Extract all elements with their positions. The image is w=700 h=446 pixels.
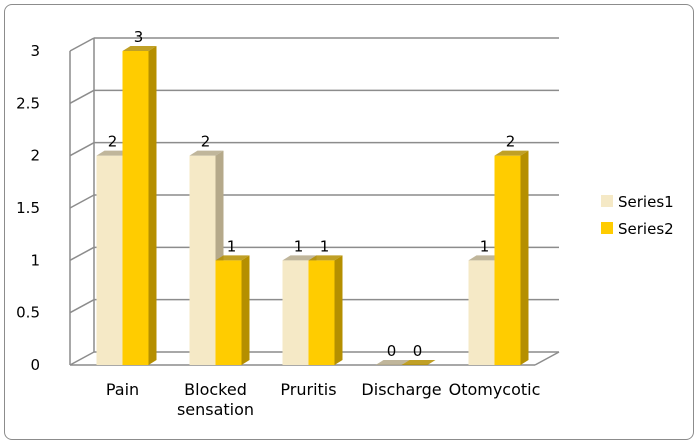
- bar-front: [282, 260, 309, 365]
- bar-front: [468, 260, 495, 365]
- bar-top: [494, 150, 529, 156]
- data-label: 0: [413, 342, 423, 360]
- x-tick-label: Pain: [106, 380, 139, 399]
- data-label: 2: [201, 133, 211, 151]
- bar-front: [215, 260, 242, 365]
- bar-side: [334, 255, 343, 365]
- y-tick-label: 2: [30, 147, 40, 165]
- legend: Series1 Series2: [601, 193, 674, 238]
- bar-top: [308, 255, 343, 261]
- legend-swatch: [601, 222, 613, 234]
- bar-top: [215, 255, 250, 261]
- legend-label: Series2: [618, 220, 674, 238]
- gridline-depth: [69, 89, 95, 104]
- bar-front: [494, 155, 521, 365]
- bar-front: [96, 155, 123, 365]
- gridline-depth: [69, 194, 95, 209]
- gridline-depth: [69, 246, 95, 261]
- bar-front: [308, 260, 335, 365]
- bar-front: [122, 51, 149, 365]
- data-label: 3: [134, 28, 144, 46]
- data-label: 1: [320, 237, 330, 255]
- data-label: 1: [227, 237, 237, 255]
- data-label: 2: [506, 133, 516, 151]
- gridline-depth: [69, 142, 95, 157]
- gridline-depth: [69, 37, 95, 52]
- gridline-depth: [69, 351, 95, 366]
- data-label: 1: [480, 237, 490, 255]
- x-tick-label: Otomycotic: [449, 380, 541, 399]
- bar-front: [189, 155, 216, 365]
- bar-side: [148, 46, 157, 365]
- bar-top: [401, 360, 436, 365]
- bars: [96, 46, 529, 365]
- bar-top: [189, 150, 224, 156]
- data-label: 1: [294, 237, 304, 255]
- floor-right-edge: [534, 351, 560, 366]
- bar-top: [96, 150, 131, 156]
- legend-swatch: [601, 195, 613, 207]
- x-tick-label: Blocked sensation: [177, 380, 254, 419]
- gridlines: [69, 37, 559, 366]
- bar-side: [520, 150, 529, 365]
- data-label: 2: [108, 133, 118, 151]
- y-tick-label: 1.5: [16, 199, 40, 217]
- data-label: 0: [387, 342, 397, 360]
- y-tick-label: 0.5: [16, 304, 40, 322]
- bar-side: [241, 255, 250, 365]
- y-tick-label: 3: [30, 42, 40, 60]
- y-tick-label: 2.5: [16, 94, 40, 112]
- x-tick-label: Discharge: [361, 380, 441, 399]
- bar-top: [375, 360, 410, 365]
- bar-top: [468, 255, 503, 261]
- gridline-depth: [69, 299, 95, 314]
- bar-top: [282, 255, 317, 261]
- x-tick-label: Pruritis: [280, 380, 336, 399]
- legend-label: Series1: [618, 193, 674, 211]
- tick-labels: 0 0.5 1 1.5 2 2.5 3 Pain Blocked sensation Pruriti…: [16, 42, 540, 419]
- y-tick-label: 1: [30, 251, 40, 269]
- bar-top: [122, 46, 157, 51]
- y-tick-label: 0: [30, 356, 40, 374]
